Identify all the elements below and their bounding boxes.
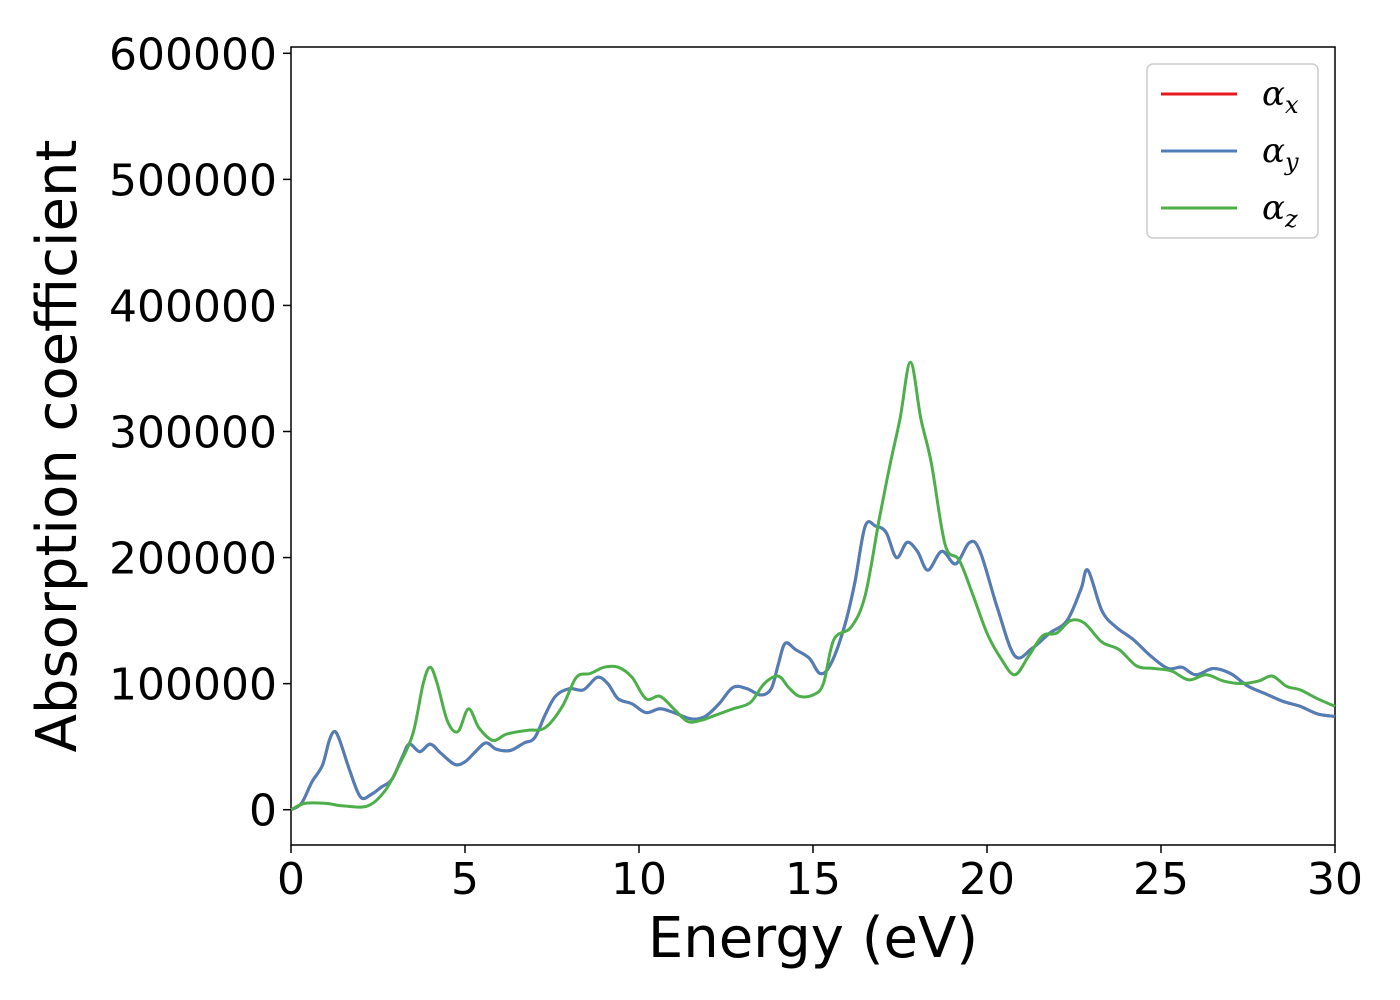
series-layer (290, 360, 1336, 812)
y-axis-label: Absorption coefficient (25, 140, 90, 753)
x-tick-label: 30 (1307, 854, 1363, 905)
x-tick-label: 5 (451, 854, 479, 905)
y-axis: 0 100000 200000 300000 400000 500000 600000 (109, 29, 291, 837)
x-tick-label: 25 (1133, 854, 1189, 905)
x-tick-label: 0 (277, 854, 305, 905)
x-tick-label: 10 (611, 854, 667, 905)
x-tick-label: 20 (959, 854, 1015, 905)
y-tick-label: 200000 (109, 534, 277, 585)
series-line-y (290, 520, 1336, 812)
y-tick-label: 100000 (109, 660, 277, 711)
y-tick-label: 0 (249, 786, 277, 837)
x-axis: 0 5 10 15 20 25 30 (277, 845, 1363, 905)
x-axis-label: Energy (eV) (648, 906, 978, 971)
x-tick-label: 15 (785, 854, 841, 905)
y-tick-label: 400000 (109, 281, 277, 332)
series-line-z (290, 360, 1336, 812)
y-tick-label: 600000 (109, 29, 277, 80)
y-tick-label: 500000 (109, 155, 277, 206)
y-tick-label: 300000 (109, 408, 277, 459)
